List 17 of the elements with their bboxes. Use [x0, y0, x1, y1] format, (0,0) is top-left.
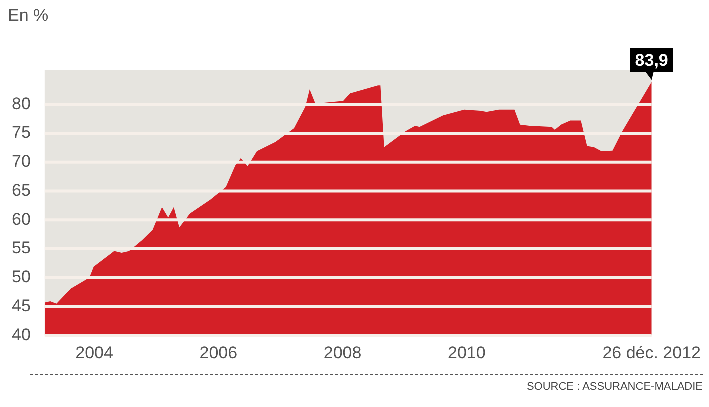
- y-tick-label: 50: [12, 268, 31, 287]
- x-tick-label: 2008: [324, 343, 362, 362]
- source-note: SOURCE : ASSURANCE-MALADIE: [30, 374, 703, 393]
- y-tick-label: 40: [12, 325, 31, 344]
- x-tick-label: 26 déc. 2012: [602, 343, 702, 362]
- y-tick-label: 70: [12, 152, 31, 172]
- x-tick-label: 2006: [200, 343, 238, 362]
- y-tick-label: 45: [12, 296, 31, 316]
- y-tick-label: 60: [12, 210, 31, 229]
- y-tick-label: 75: [12, 123, 31, 142]
- y-tick-label: 65: [12, 180, 31, 200]
- annotation: 83,9: [635, 50, 668, 70]
- y-tick-label: 80: [12, 94, 31, 114]
- y-tick-label: 55: [12, 238, 31, 258]
- x-tick-label: 2004: [76, 343, 114, 362]
- x-tick-label: 2010: [448, 343, 486, 362]
- y-axis-title: En %: [8, 6, 49, 26]
